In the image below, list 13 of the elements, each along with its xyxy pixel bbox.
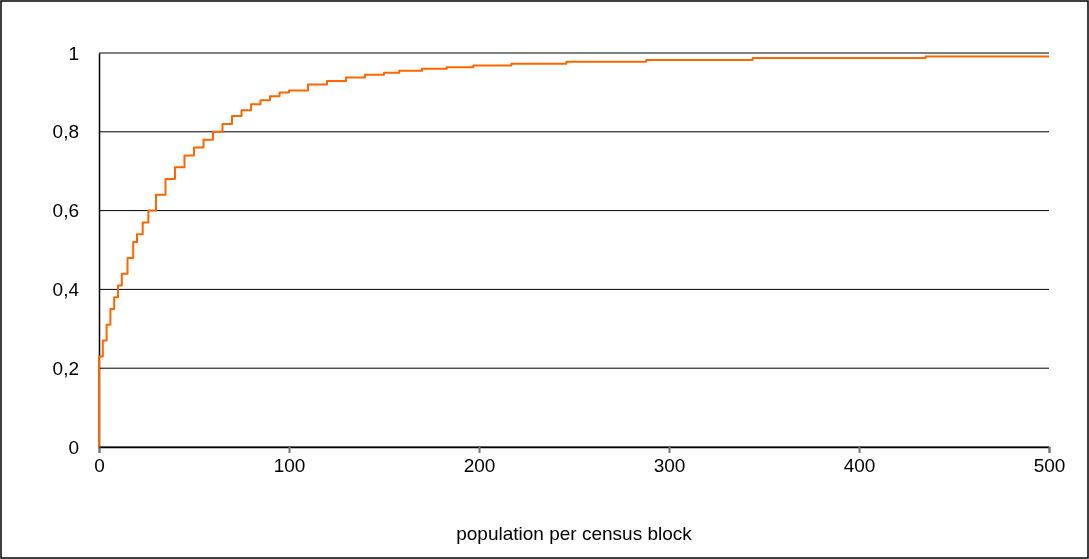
y-tick-label: 0 xyxy=(68,436,79,458)
y-tick-label: 0,6 xyxy=(52,200,79,222)
y-tick-label: 1 xyxy=(68,42,79,64)
x-tick-label: 200 xyxy=(463,455,496,477)
y-tick-label: 0,2 xyxy=(52,357,79,379)
y-tick-label: 0,4 xyxy=(52,278,80,300)
x-tick-label: 300 xyxy=(653,455,686,477)
y-tick-label: 0,8 xyxy=(52,121,79,143)
x-axis-title: population per census block xyxy=(456,523,693,544)
x-tick-label: 0 xyxy=(94,455,105,477)
x-tick-label: 500 xyxy=(1033,455,1066,477)
x-tick-label: 400 xyxy=(843,455,876,477)
x-tick-label: 100 xyxy=(273,455,306,477)
